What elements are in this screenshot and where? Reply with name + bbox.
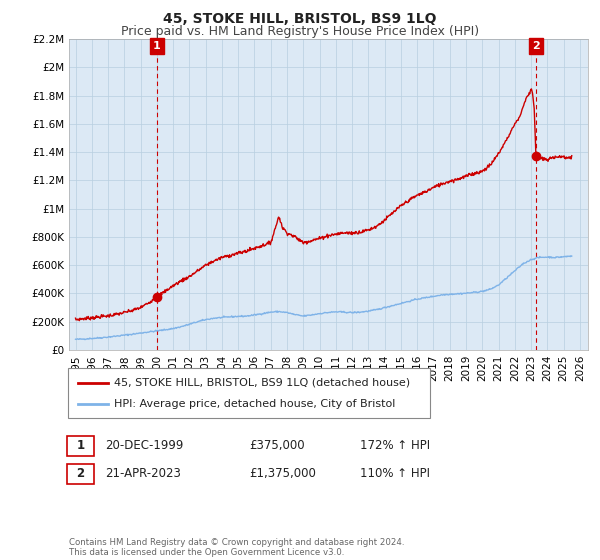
Text: 45, STOKE HILL, BRISTOL, BS9 1LQ: 45, STOKE HILL, BRISTOL, BS9 1LQ <box>163 12 437 26</box>
Text: 45, STOKE HILL, BRISTOL, BS9 1LQ (detached house): 45, STOKE HILL, BRISTOL, BS9 1LQ (detach… <box>114 378 410 388</box>
Text: 1: 1 <box>153 41 161 52</box>
Text: £1,375,000: £1,375,000 <box>249 467 316 480</box>
Text: 1: 1 <box>76 439 85 452</box>
Text: £375,000: £375,000 <box>249 439 305 452</box>
Text: HPI: Average price, detached house, City of Bristol: HPI: Average price, detached house, City… <box>114 399 395 409</box>
Text: 110% ↑ HPI: 110% ↑ HPI <box>360 467 430 480</box>
Text: 2: 2 <box>532 41 540 52</box>
Text: 21-APR-2023: 21-APR-2023 <box>105 467 181 480</box>
Text: Contains HM Land Registry data © Crown copyright and database right 2024.
This d: Contains HM Land Registry data © Crown c… <box>69 538 404 557</box>
Text: 2: 2 <box>76 467 85 480</box>
Text: Price paid vs. HM Land Registry's House Price Index (HPI): Price paid vs. HM Land Registry's House … <box>121 25 479 38</box>
Text: 172% ↑ HPI: 172% ↑ HPI <box>360 439 430 452</box>
Text: 20-DEC-1999: 20-DEC-1999 <box>105 439 184 452</box>
